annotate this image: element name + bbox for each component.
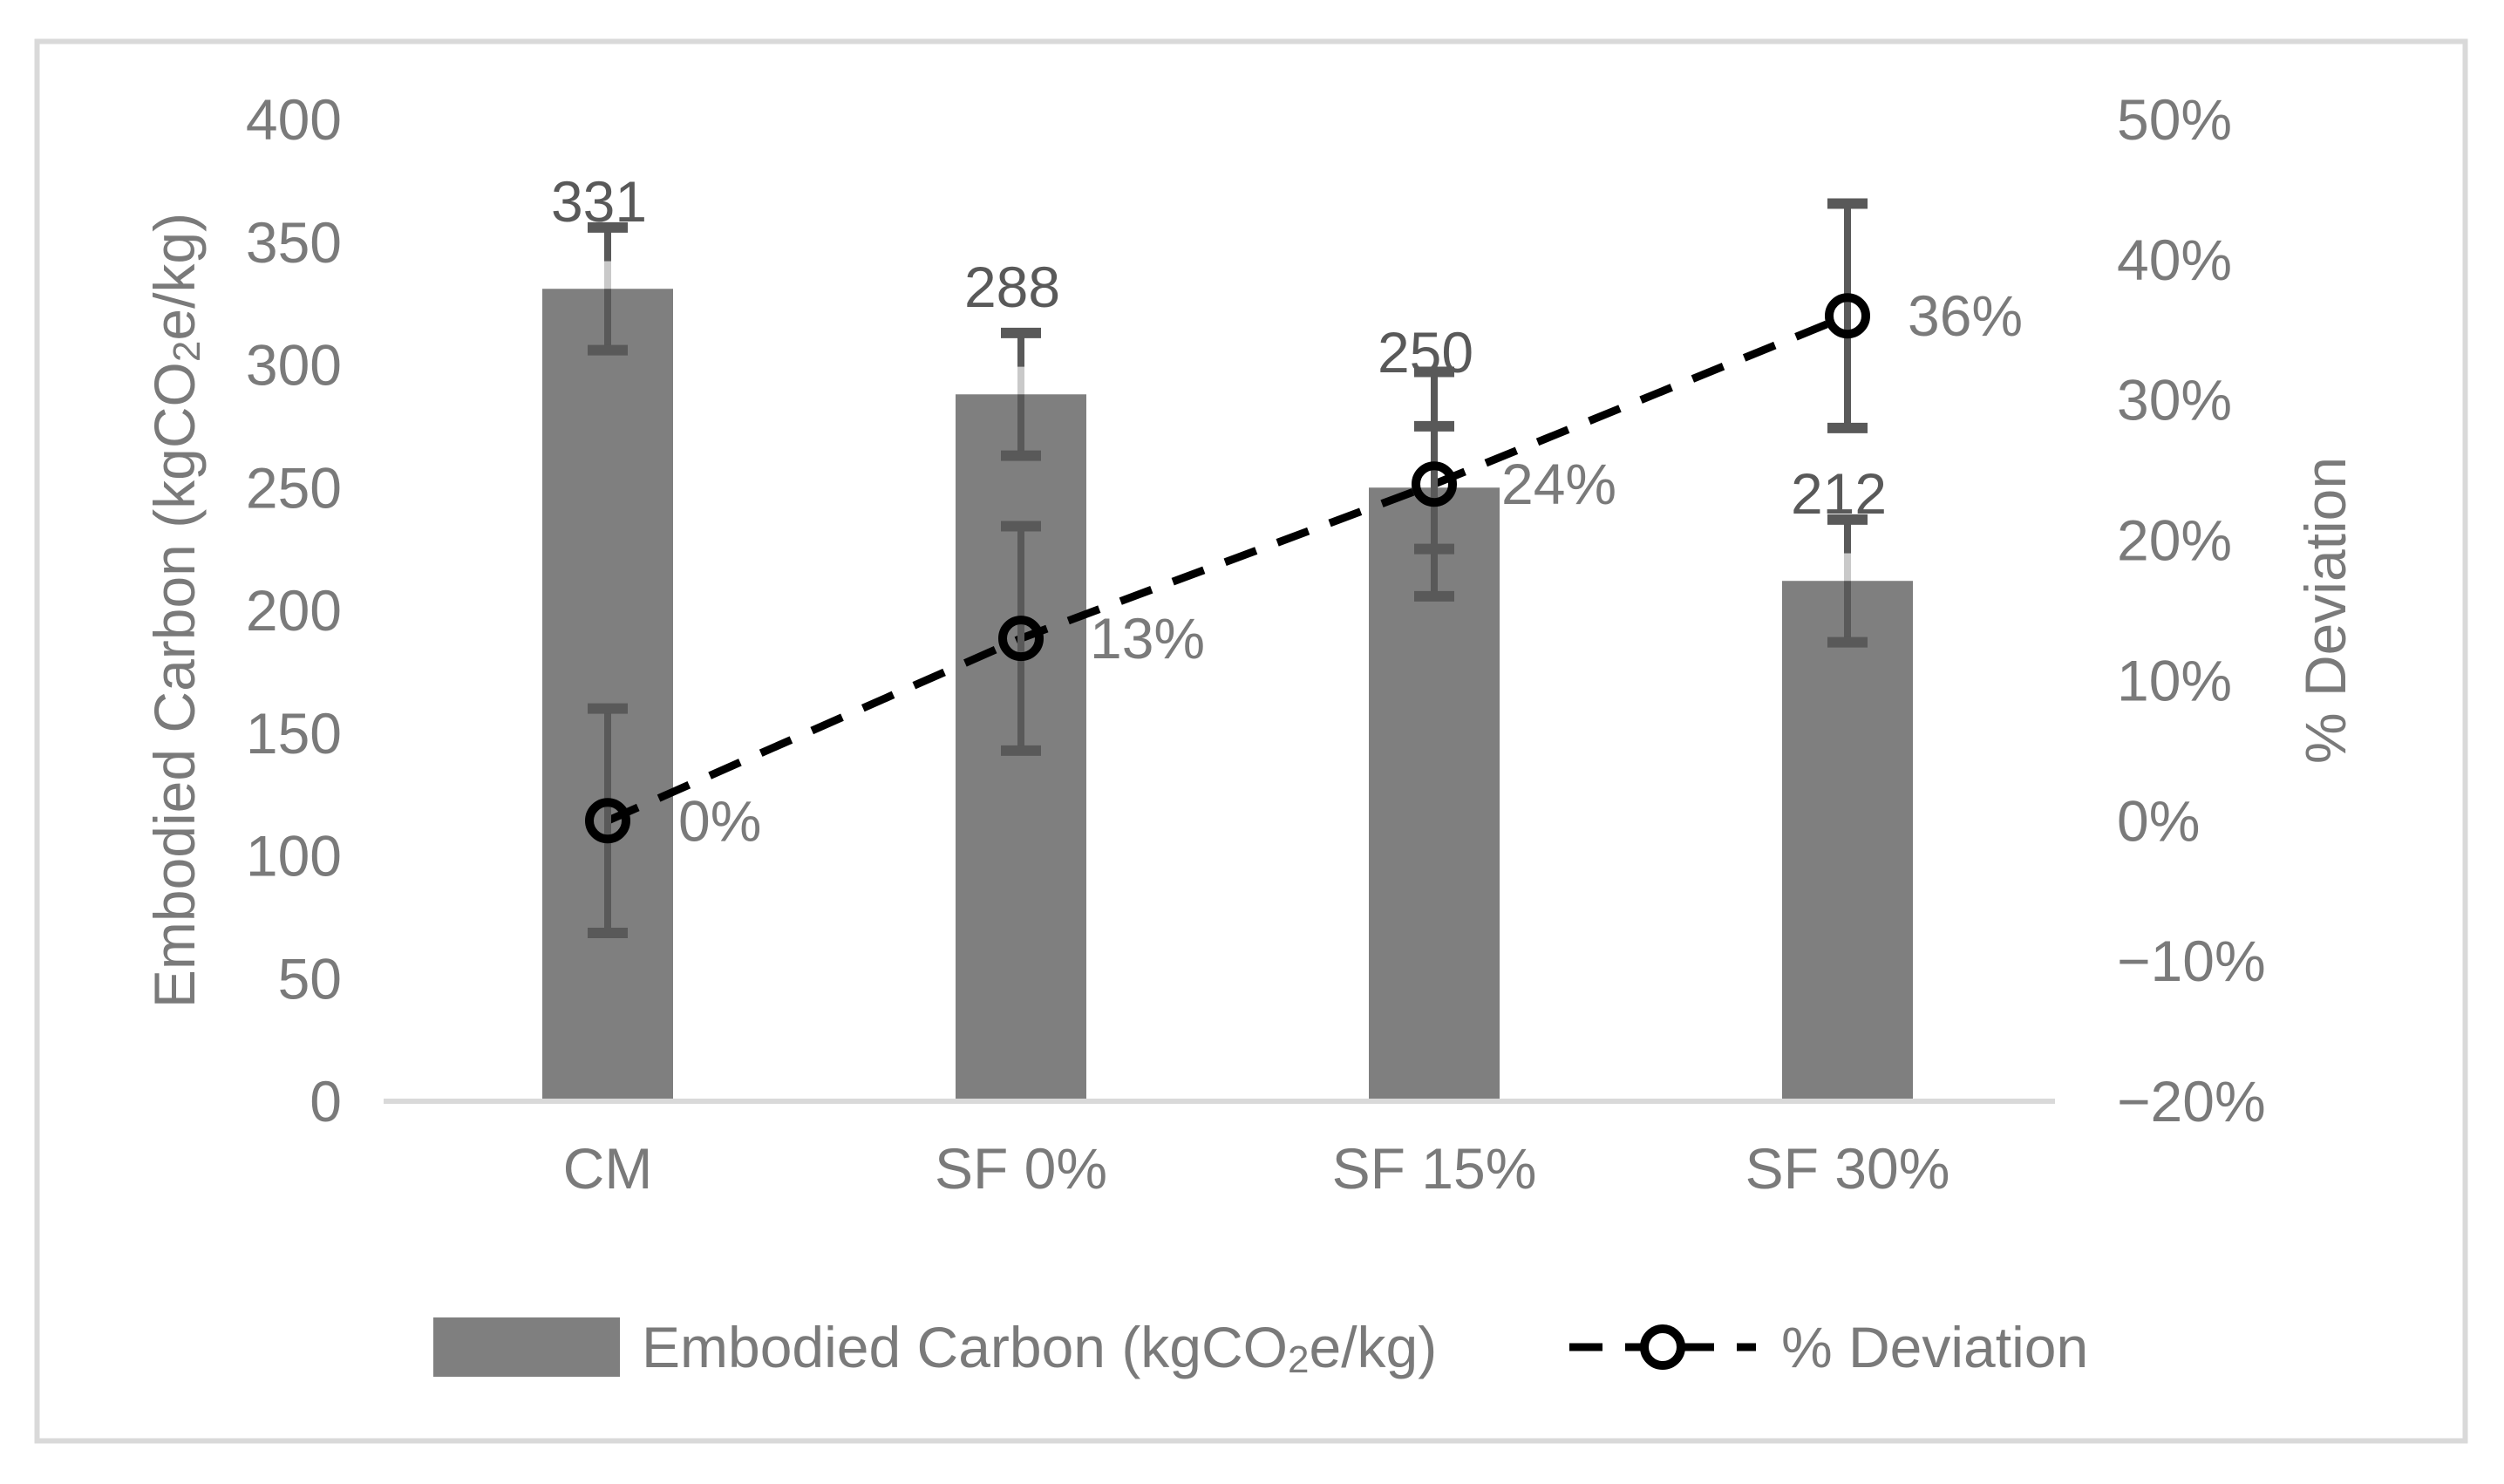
left-axis-tick-label: 150: [246, 701, 342, 766]
bar-error-bar: [588, 221, 628, 356]
bar-error-bars-group: [588, 221, 1868, 648]
bar-data-label: 250: [1378, 320, 1473, 385]
deviation-dashed-line: [606, 312, 1849, 825]
line-error-bar: [1827, 198, 1868, 433]
deviation-data-label: 36%: [1908, 283, 2023, 348]
bar-data-label: 212: [1791, 461, 1887, 526]
deviation-marker: [1825, 293, 1870, 339]
bars-group: [542, 289, 1913, 1101]
left-axis-tick-label: 400: [246, 87, 342, 152]
right-axis-tick-label: −20%: [2117, 1069, 2266, 1133]
bar-error-bar: [1001, 327, 1041, 461]
bar: [1782, 581, 1913, 1101]
left-axis-tick-label: 100: [246, 824, 342, 888]
deviation-data-label: 24%: [1501, 452, 1616, 516]
bar: [542, 289, 673, 1101]
deviation-marker: [1412, 461, 1457, 507]
category-label: SF 15%: [1332, 1136, 1537, 1201]
left-axis-tick-label: 300: [246, 333, 342, 398]
data-labels-group: 331 288 250 212 0% 13% 24% 36%: [551, 169, 2023, 853]
right-axis-tick-label: 20%: [2117, 508, 2232, 573]
right-axis-tick-label: 30%: [2117, 368, 2232, 432]
left-axis-tick-label: 250: [246, 455, 342, 520]
legend-group: Embodied Carbon (kgCO2e/kg) % Deviation: [433, 1315, 2088, 1381]
deviation-marker: [585, 798, 630, 844]
legend-line-marker: [1640, 1324, 1685, 1370]
deviation-data-label: 0%: [678, 788, 761, 853]
markers-group: [585, 293, 1870, 844]
legend-deviation-label: % Deviation: [1781, 1315, 2088, 1379]
figure-border: [34, 38, 2468, 1444]
category-label: SF 30%: [1745, 1136, 1950, 1201]
line-error-bar: [1001, 521, 1041, 756]
line-error-bar: [588, 703, 628, 938]
left-axis-tick-label: 200: [246, 578, 342, 643]
category-label: CM: [563, 1136, 653, 1201]
legend-bar-label: Embodied Carbon (kgCO2e/kg): [642, 1315, 1437, 1381]
left-axis-tick-label: 350: [246, 210, 342, 275]
line-error-bars-group: [588, 198, 1868, 938]
legend-bar-swatch: [433, 1317, 620, 1377]
right-axis-tick-label: 50%: [2117, 87, 2232, 152]
right-axis-tick-label: 0%: [2117, 788, 2200, 853]
bar-data-label: 288: [964, 255, 1060, 319]
deviation-line-group: [606, 312, 1849, 825]
axes-group: 400 350 300 250 200 150 100 50 0 50% 40% 30% 20% 10% 0…: [142, 87, 2358, 1201]
bar-error-bar: [1827, 514, 1868, 648]
right-axis-tick-label: −10%: [2117, 929, 2266, 993]
category-label: SF 0%: [935, 1136, 1107, 1201]
deviation-data-label: 13%: [1090, 606, 1205, 671]
left-axis-tick-label: 0: [310, 1069, 342, 1133]
line-error-bar: [1414, 366, 1454, 602]
bar-data-label: 331: [551, 169, 647, 234]
deviation-marker: [998, 616, 1044, 662]
right-axis-tick-label: 40%: [2117, 228, 2232, 292]
right-axis-title: % Deviation: [2293, 457, 2358, 764]
right-axis-tick-label: 10%: [2117, 648, 2232, 712]
left-axis-title: Embodied Carbon (kgCO2e/kg): [142, 213, 208, 1008]
left-axis-tick-label: 50: [278, 946, 342, 1011]
